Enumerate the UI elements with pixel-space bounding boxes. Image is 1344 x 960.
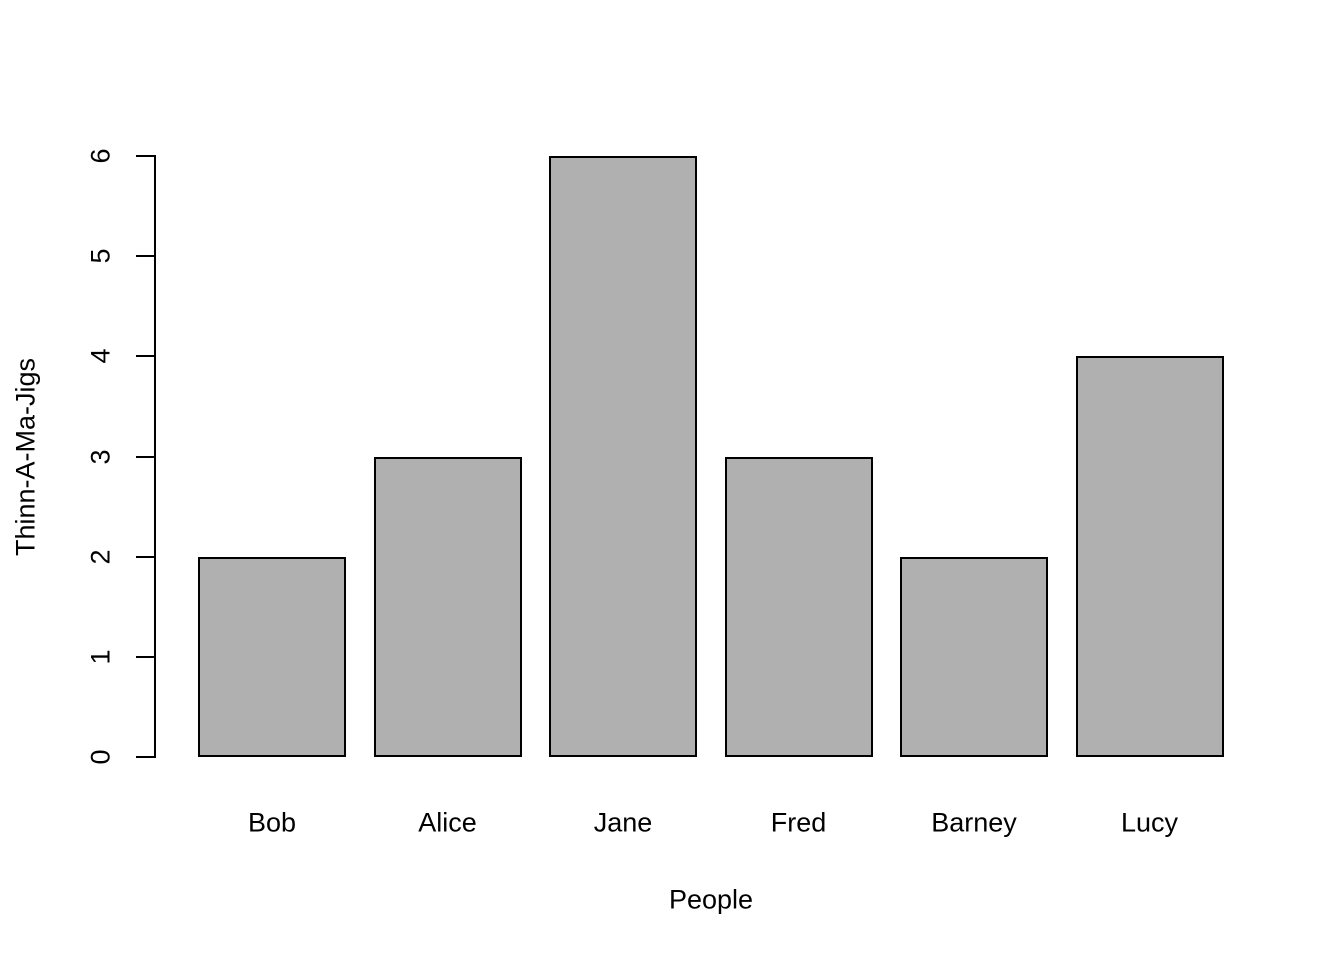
y-tick-label: 1	[85, 649, 116, 665]
y-tick-mark	[136, 455, 154, 458]
bar	[373, 456, 522, 757]
y-axis-line	[154, 155, 156, 758]
y-tick-label: 4	[85, 348, 116, 364]
x-tick-label: Lucy	[1120, 807, 1179, 838]
bar	[1075, 356, 1224, 757]
bar	[549, 156, 697, 757]
x-tick-label: Jane	[593, 807, 653, 838]
y-axis-label: Thinn-A-Ma-Jigs	[10, 357, 41, 557]
y-tick-mark	[136, 355, 154, 358]
x-axis-label: People	[668, 884, 754, 915]
y-tick-mark	[136, 555, 154, 558]
y-tick-label: 2	[85, 549, 116, 565]
y-tick-mark	[136, 155, 154, 157]
y-tick-label: 6	[85, 148, 116, 164]
bar	[900, 556, 1048, 757]
x-tick-label: Bob	[247, 807, 297, 838]
y-tick-label: 5	[85, 248, 116, 264]
y-tick-mark	[136, 255, 154, 258]
y-tick-mark	[136, 756, 154, 758]
x-tick-label: Fred	[770, 807, 827, 838]
y-tick-label: 0	[85, 749, 116, 765]
y-tick-mark	[136, 655, 154, 658]
bar	[724, 456, 873, 757]
bar	[198, 556, 346, 757]
x-tick-label: Alice	[418, 807, 477, 838]
x-tick-label: Barney	[931, 807, 1017, 838]
y-tick-label: 3	[85, 448, 116, 465]
